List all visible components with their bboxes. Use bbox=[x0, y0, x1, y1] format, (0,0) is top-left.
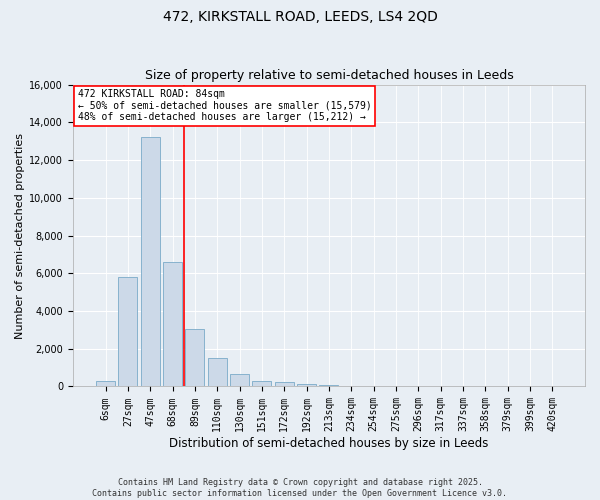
Bar bbox=[185, 329, 205, 386]
Text: 472 KIRKSTALL ROAD: 84sqm
← 50% of semi-detached houses are smaller (15,579)
48%: 472 KIRKSTALL ROAD: 84sqm ← 50% of semi-… bbox=[78, 89, 371, 122]
Title: Size of property relative to semi-detached houses in Leeds: Size of property relative to semi-detach… bbox=[145, 69, 513, 82]
Bar bbox=[275, 382, 294, 386]
Text: Contains HM Land Registry data © Crown copyright and database right 2025.
Contai: Contains HM Land Registry data © Crown c… bbox=[92, 478, 508, 498]
Text: 472, KIRKSTALL ROAD, LEEDS, LS4 2QD: 472, KIRKSTALL ROAD, LEEDS, LS4 2QD bbox=[163, 10, 437, 24]
X-axis label: Distribution of semi-detached houses by size in Leeds: Distribution of semi-detached houses by … bbox=[169, 437, 488, 450]
Bar bbox=[319, 385, 338, 386]
Bar bbox=[297, 384, 316, 386]
Bar bbox=[96, 381, 115, 386]
Y-axis label: Number of semi-detached properties: Number of semi-detached properties bbox=[15, 132, 25, 338]
Bar bbox=[118, 277, 137, 386]
Bar bbox=[253, 381, 271, 386]
Bar bbox=[141, 138, 160, 386]
Bar bbox=[163, 262, 182, 386]
Bar bbox=[208, 358, 227, 386]
Bar bbox=[230, 374, 249, 386]
